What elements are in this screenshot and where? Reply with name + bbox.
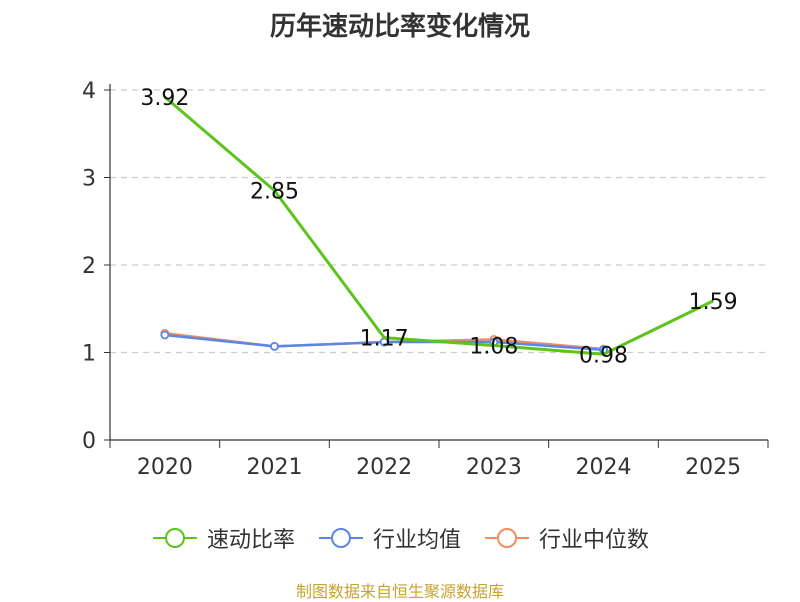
y-tick-label: 2 xyxy=(82,254,96,279)
legend-marker-icon xyxy=(152,528,197,548)
legend-label: 行业中位数 xyxy=(539,528,650,553)
legend-marker-icon xyxy=(485,528,529,548)
data-label: 0.98 xyxy=(579,343,628,368)
data-label: 1.59 xyxy=(689,290,738,315)
chart-title: 历年速动比率变化情况 xyxy=(269,12,530,42)
y-tick-label: 4 xyxy=(82,79,96,104)
data-point xyxy=(160,330,170,340)
legend-item[interactable]: 行业中位数 xyxy=(483,522,649,554)
x-tick-label: 2024 xyxy=(576,455,632,480)
data-label: 1.08 xyxy=(469,335,518,360)
legend-label: 速动比率 xyxy=(206,528,295,553)
data-label: 1.17 xyxy=(360,327,409,352)
legend-item[interactable]: 速动比率 xyxy=(151,522,295,554)
x-tick-label: 2021 xyxy=(247,455,303,480)
x-tick-label: 2025 xyxy=(685,455,741,480)
series-line-0 xyxy=(163,95,714,356)
legend-marker-icon xyxy=(318,528,363,548)
data-point xyxy=(270,341,279,351)
y-tick-label: 1 xyxy=(82,342,96,367)
legend-label: 行业均值 xyxy=(372,528,461,553)
legend: 速动比率 行业均值 行业中位数 xyxy=(0,522,800,554)
source-note: 制图数据来自恒生聚源数据库 xyxy=(295,582,504,601)
x-tick-label: 2023 xyxy=(466,455,522,480)
x-tick-label: 2020 xyxy=(137,455,193,480)
legend-item[interactable]: 行业均值 xyxy=(317,522,461,554)
data-label: 3.92 xyxy=(140,86,189,111)
x-tick-label: 2022 xyxy=(356,455,412,480)
data-label: 2.85 xyxy=(250,180,299,205)
y-tick-label: 3 xyxy=(82,167,96,192)
y-tick-label: 0 xyxy=(82,429,96,454)
